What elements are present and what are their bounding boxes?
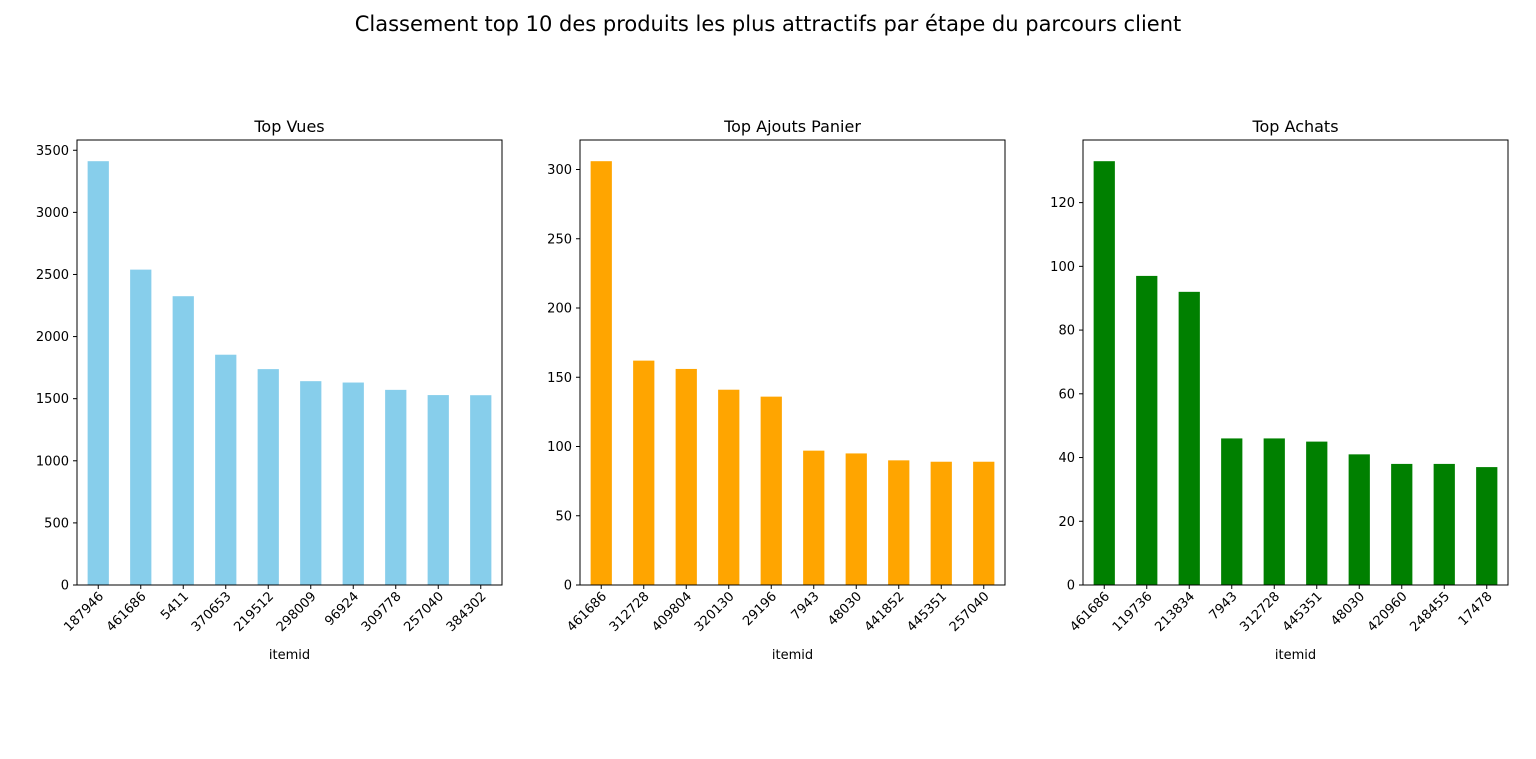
x-tick-label: 7943 (789, 589, 823, 623)
y-tick-label: 50 (555, 509, 572, 524)
x-tick-label: 461686 (104, 589, 150, 635)
bar (1348, 454, 1370, 585)
x-tick-label: 461686 (1067, 589, 1113, 635)
x-tick-label: 29196 (740, 589, 780, 629)
bar (427, 395, 449, 585)
x-tick-label: 213834 (1152, 589, 1198, 635)
y-tick-label: 150 (547, 371, 572, 386)
y-tick-label: 1000 (36, 454, 69, 469)
bar (130, 269, 152, 585)
bar (87, 161, 109, 585)
bar (973, 461, 995, 585)
chart-title: Top Achats (1251, 117, 1338, 136)
bar (590, 161, 612, 585)
chart-title: Top Vues (253, 117, 324, 136)
y-tick-label: 500 (44, 516, 69, 531)
bar (803, 450, 825, 585)
x-axis-label: itemid (1275, 648, 1316, 663)
x-tick-label: 17478 (1456, 589, 1496, 629)
x-tick-label: 119736 (1110, 589, 1156, 635)
x-tick-label: 96924 (322, 589, 362, 629)
x-tick-label: 309778 (359, 589, 405, 635)
y-tick-label: 80 (1058, 324, 1075, 339)
y-tick-label: 200 (547, 302, 572, 317)
y-tick-label: 0 (564, 579, 572, 594)
x-tick-label: 219512 (231, 589, 277, 635)
bar (172, 296, 194, 585)
y-tick-label: 100 (1050, 260, 1075, 275)
bar (257, 369, 279, 585)
x-tick-label: 420960 (1365, 589, 1411, 635)
y-tick-label: 40 (1058, 451, 1075, 466)
bar (1221, 438, 1243, 585)
y-tick-label: 300 (547, 163, 572, 178)
bar (930, 461, 952, 585)
bar (675, 368, 697, 585)
y-tick-label: 60 (1058, 387, 1075, 402)
figure-title: Classement top 10 des produits les plus … (354, 12, 1182, 36)
axes-frame (579, 139, 1006, 586)
x-tick-label: 187946 (61, 589, 107, 635)
bar (1433, 463, 1455, 585)
x-tick-label: 257040 (947, 589, 993, 635)
y-tick-label: 20 (1058, 515, 1075, 530)
x-tick-label: 445351 (1280, 589, 1326, 635)
y-tick-label: 250 (547, 232, 572, 247)
x-tick-label: 320130 (692, 589, 738, 635)
x-tick-label: 445351 (904, 589, 950, 635)
y-tick-label: 100 (547, 440, 572, 455)
bar (845, 453, 867, 585)
bar (718, 389, 740, 585)
bar (385, 389, 407, 585)
bar (1178, 291, 1200, 585)
x-tick-label: 298009 (274, 589, 320, 635)
bar (1136, 275, 1158, 585)
axes-frame (1082, 139, 1509, 586)
bar (1093, 161, 1115, 585)
x-tick-label: 441852 (862, 589, 908, 635)
x-tick-label: 370653 (189, 589, 235, 635)
x-tick-label: 48030 (1328, 589, 1368, 629)
bar (1263, 438, 1285, 585)
bar (1476, 467, 1498, 585)
bar (1306, 441, 1328, 585)
chart-panel-2: 0 50 100 150 200 250 300 4616863127284098043201… (547, 117, 1006, 663)
bar (888, 460, 910, 585)
bar (300, 381, 322, 585)
chart-panel-1: 0 500 1000 1500 2000 2500 3000 3500 187946461686… (36, 117, 503, 663)
x-tick-label: 48030 (825, 589, 865, 629)
x-tick-label: 461686 (564, 589, 610, 635)
chart-title: Top Ajouts Panier (723, 117, 861, 136)
axes-frame (76, 139, 503, 586)
y-tick-label: 3500 (36, 144, 69, 159)
bar (760, 396, 782, 585)
x-tick-label: 312728 (607, 589, 653, 635)
y-tick-label: 1500 (36, 392, 69, 407)
x-axis-label: itemid (269, 648, 310, 663)
x-tick-label: 409804 (649, 589, 695, 635)
y-tick-label: 2500 (36, 268, 69, 283)
x-tick-label: 257040 (401, 589, 447, 635)
x-tick-label: 312728 (1237, 589, 1283, 635)
bar (215, 354, 237, 585)
bar (633, 360, 655, 585)
x-axis-label: itemid (772, 648, 813, 663)
x-tick-label: 248455 (1407, 589, 1453, 635)
x-tick-label: 5411 (158, 589, 192, 623)
bar (1391, 463, 1413, 585)
x-tick-label: 384302 (444, 589, 490, 635)
y-tick-label: 0 (61, 579, 69, 594)
x-tick-label: 7943 (1207, 589, 1241, 623)
y-tick-label: 2000 (36, 330, 69, 345)
y-tick-label: 0 (1067, 579, 1075, 594)
y-tick-label: 120 (1050, 196, 1075, 211)
y-tick-label: 3000 (36, 206, 69, 221)
bar (342, 382, 364, 585)
bar (470, 395, 492, 585)
